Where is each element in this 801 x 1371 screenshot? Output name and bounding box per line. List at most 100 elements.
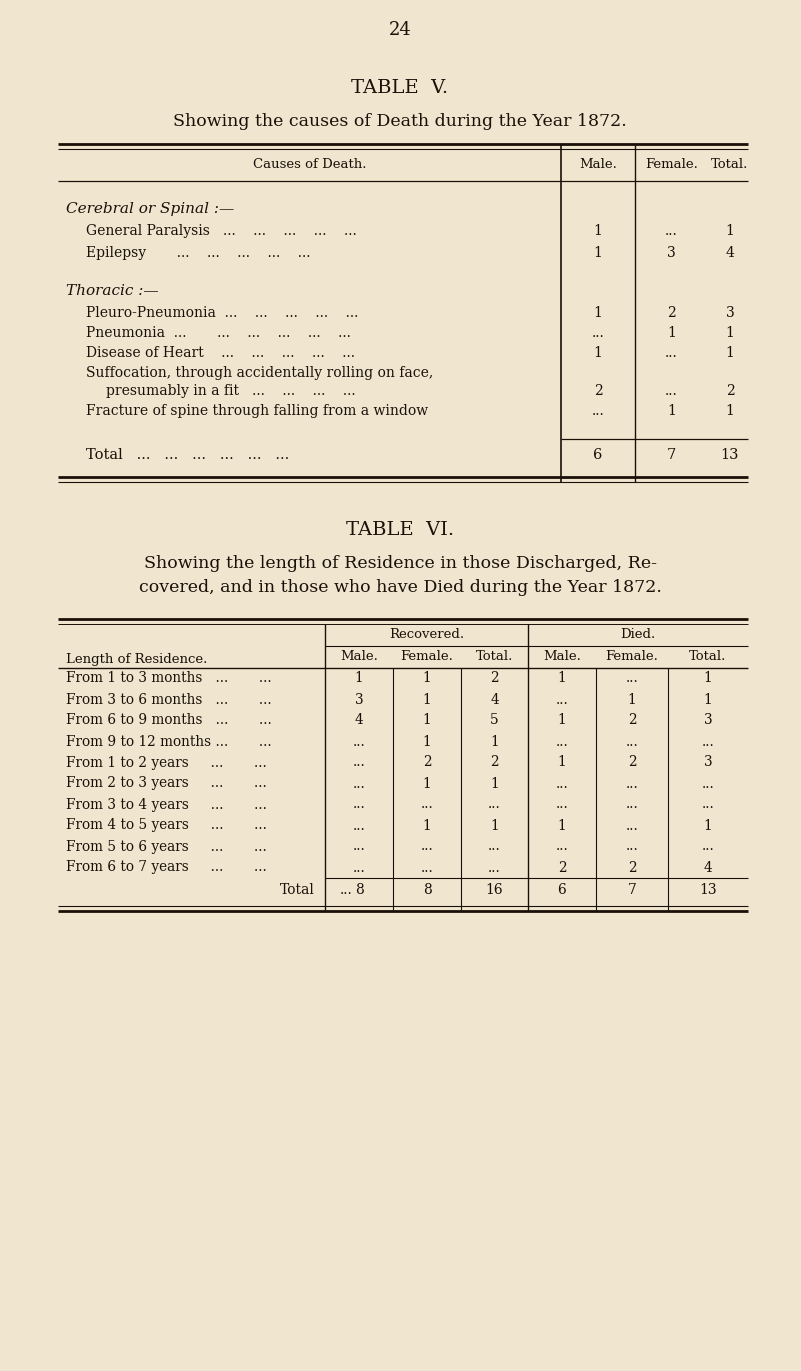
Text: 24: 24: [388, 21, 412, 38]
Text: 4: 4: [355, 713, 364, 728]
Text: 1: 1: [557, 818, 566, 832]
Text: Cerebral or Spinal :—: Cerebral or Spinal :—: [66, 202, 234, 217]
Text: 3: 3: [704, 713, 712, 728]
Text: ...: ...: [665, 345, 678, 361]
Text: 1: 1: [628, 692, 636, 706]
Text: 2: 2: [557, 861, 566, 875]
Text: Length of Residence.: Length of Residence.: [66, 653, 207, 665]
Text: Pleuro-Pneumonia  ...    ...    ...    ...    ...: Pleuro-Pneumonia ... ... ... ... ...: [86, 306, 358, 319]
Text: Showing the length of Residence in those Discharged, Re-: Showing the length of Residence in those…: [143, 555, 657, 573]
Text: 4: 4: [703, 861, 712, 875]
Text: ...: ...: [352, 818, 365, 832]
Text: 1: 1: [594, 245, 602, 260]
Text: ...: ...: [556, 776, 569, 791]
Text: TABLE  VI.: TABLE VI.: [346, 521, 454, 539]
Text: 1: 1: [423, 735, 431, 749]
Text: 7: 7: [627, 883, 637, 898]
Text: 16: 16: [485, 883, 503, 898]
Text: 2: 2: [490, 672, 499, 686]
Text: From 9 to 12 months ...       ...: From 9 to 12 months ... ...: [66, 735, 272, 749]
Text: Total   ...   ...   ...   ...   ...   ...: Total ... ... ... ... ... ...: [86, 448, 289, 462]
Text: 8: 8: [355, 883, 364, 898]
Text: Total: Total: [280, 883, 315, 898]
Text: ...: ...: [556, 839, 569, 854]
Text: 1: 1: [726, 326, 735, 340]
Text: 1: 1: [704, 692, 712, 706]
Text: 2: 2: [594, 384, 602, 398]
Text: ...: ...: [626, 839, 638, 854]
Text: 8: 8: [423, 883, 432, 898]
Text: Male.: Male.: [543, 650, 581, 664]
Text: ...: ...: [421, 798, 433, 812]
Text: Total.: Total.: [690, 650, 727, 664]
Text: ...: ...: [702, 735, 714, 749]
Text: From 4 to 5 years     ...       ...: From 4 to 5 years ... ...: [66, 818, 267, 832]
Text: ...: ...: [340, 883, 352, 898]
Text: ...: ...: [352, 861, 365, 875]
Text: Total.: Total.: [711, 159, 749, 171]
Text: ...: ...: [626, 735, 638, 749]
Text: 1: 1: [423, 776, 431, 791]
Text: Fracture of spine through falling from a window: Fracture of spine through falling from a…: [86, 404, 428, 418]
Text: Male.: Male.: [579, 159, 617, 171]
Text: 2: 2: [628, 861, 636, 875]
Text: 1: 1: [726, 223, 735, 239]
Text: ...: ...: [556, 735, 569, 749]
Text: Pneumonia  ...       ...    ...    ...    ...    ...: Pneumonia ... ... ... ... ... ...: [86, 326, 351, 340]
Text: ...: ...: [352, 776, 365, 791]
Text: 1: 1: [704, 672, 712, 686]
Text: 2: 2: [628, 713, 636, 728]
Text: 1: 1: [557, 755, 566, 769]
Text: ...: ...: [702, 798, 714, 812]
Text: Disease of Heart    ...    ...    ...    ...    ...: Disease of Heart ... ... ... ... ...: [86, 345, 355, 361]
Text: 1: 1: [557, 672, 566, 686]
Text: ...: ...: [352, 755, 365, 769]
Text: ...: ...: [352, 798, 365, 812]
Text: 1: 1: [594, 345, 602, 361]
Text: Female.: Female.: [606, 650, 658, 664]
Text: ...: ...: [665, 384, 678, 398]
Text: ...: ...: [352, 839, 365, 854]
Text: Epilepsy       ...    ...    ...    ...    ...: Epilepsy ... ... ... ... ...: [86, 245, 311, 260]
Text: ...: ...: [488, 798, 501, 812]
Text: presumably in a fit   ...    ...    ...    ...: presumably in a fit ... ... ... ...: [106, 384, 356, 398]
Text: Suffocation, through accidentally rolling on face,: Suffocation, through accidentally rollin…: [86, 366, 433, 380]
Text: 1: 1: [490, 735, 499, 749]
Text: From 6 to 7 years     ...       ...: From 6 to 7 years ... ...: [66, 861, 267, 875]
Text: ...: ...: [488, 861, 501, 875]
Text: 1: 1: [726, 404, 735, 418]
Text: 3: 3: [704, 755, 712, 769]
Text: Showing the causes of Death during the Year 1872.: Showing the causes of Death during the Y…: [173, 114, 627, 130]
Text: 2: 2: [423, 755, 431, 769]
Text: ...: ...: [421, 839, 433, 854]
Text: 1: 1: [667, 326, 676, 340]
Text: 4: 4: [726, 245, 735, 260]
Text: ...: ...: [702, 839, 714, 854]
Text: 1: 1: [355, 672, 364, 686]
Text: From 1 to 2 years     ...       ...: From 1 to 2 years ... ...: [66, 755, 267, 769]
Text: 1: 1: [594, 306, 602, 319]
Text: Male.: Male.: [340, 650, 378, 664]
Text: ...: ...: [665, 223, 678, 239]
Text: covered, and in those who have Died during the Year 1872.: covered, and in those who have Died duri…: [139, 580, 662, 596]
Text: Recovered.: Recovered.: [389, 628, 464, 642]
Text: ...: ...: [352, 735, 365, 749]
Text: 1: 1: [423, 692, 431, 706]
Text: 1: 1: [423, 672, 431, 686]
Text: ...: ...: [626, 818, 638, 832]
Text: 2: 2: [490, 755, 499, 769]
Text: 1: 1: [490, 818, 499, 832]
Text: Female.: Female.: [400, 650, 453, 664]
Text: Thoracic :—: Thoracic :—: [66, 284, 159, 298]
Text: ...: ...: [421, 861, 433, 875]
Text: 1: 1: [423, 818, 431, 832]
Text: General Paralysis   ...    ...    ...    ...    ...: General Paralysis ... ... ... ... ...: [86, 223, 356, 239]
Text: From 1 to 3 months   ...       ...: From 1 to 3 months ... ...: [66, 672, 272, 686]
Text: ...: ...: [488, 839, 501, 854]
Text: TABLE  V.: TABLE V.: [352, 80, 449, 97]
Text: From 2 to 3 years     ...       ...: From 2 to 3 years ... ...: [66, 776, 267, 791]
Text: ...: ...: [592, 404, 605, 418]
Text: ...: ...: [592, 326, 605, 340]
Text: ...: ...: [626, 776, 638, 791]
Text: From 5 to 6 years     ...       ...: From 5 to 6 years ... ...: [66, 839, 267, 854]
